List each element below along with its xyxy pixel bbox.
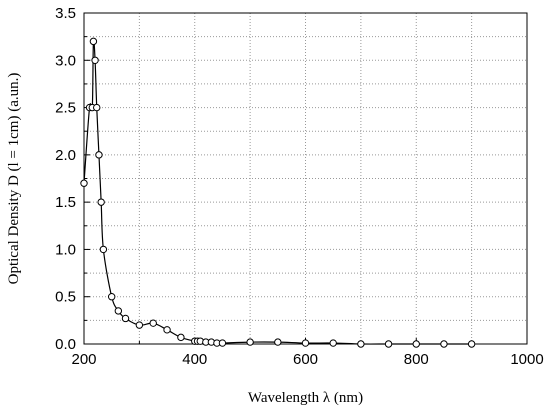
data-points <box>80 37 476 348</box>
x-tick-label: 400 <box>182 351 207 368</box>
data-point <box>114 307 123 315</box>
series-line <box>83 38 472 345</box>
data-point <box>89 37 98 46</box>
y-axis-title: Optical Density D (l = 1cm) (a.un.) <box>6 73 22 285</box>
data-point <box>329 339 337 347</box>
y-tick-label: 0.0 <box>55 336 76 353</box>
y-tick-label: 1.0 <box>55 241 76 258</box>
data-point <box>246 338 254 346</box>
data-point <box>301 339 310 347</box>
data-point <box>99 245 108 254</box>
y-tick-label: 1.5 <box>55 194 76 211</box>
data-point <box>135 321 144 329</box>
data-point <box>93 103 101 112</box>
y-tick-labels: 0.0 0.5 1.0 1.5 2.0 2.5 3.0 3.5 <box>55 5 76 353</box>
x-tick-label: 600 <box>293 351 318 368</box>
x-tick-label: 1000 <box>510 351 543 368</box>
x-tick-labels: 200 400 600 800 1000 <box>71 351 543 368</box>
data-point <box>274 338 282 346</box>
data-point <box>177 333 185 342</box>
x-tick-label: 800 <box>404 351 429 368</box>
x-tick-label: 200 <box>71 351 96 368</box>
data-point <box>384 340 393 348</box>
y-tick-label: 2.5 <box>55 100 76 117</box>
data-point <box>91 56 99 64</box>
y-tick-label: 0.5 <box>55 289 76 306</box>
data-point <box>95 151 103 159</box>
data-point <box>163 326 171 334</box>
y-tick-label: 3.5 <box>55 5 76 22</box>
data-point <box>357 340 365 348</box>
data-point <box>467 340 476 348</box>
y-tick-label: 2.0 <box>55 147 76 164</box>
grid <box>84 13 527 344</box>
data-point <box>218 339 227 347</box>
data-point <box>97 198 105 206</box>
data-point <box>107 293 116 301</box>
data-point <box>121 314 130 323</box>
y-tick-label: 3.0 <box>55 52 76 69</box>
data-point <box>80 179 88 187</box>
data-point <box>412 340 420 348</box>
data-point <box>440 340 448 348</box>
data-point <box>149 319 157 327</box>
x-axis-title: Wavelength λ (nm) <box>248 390 363 406</box>
